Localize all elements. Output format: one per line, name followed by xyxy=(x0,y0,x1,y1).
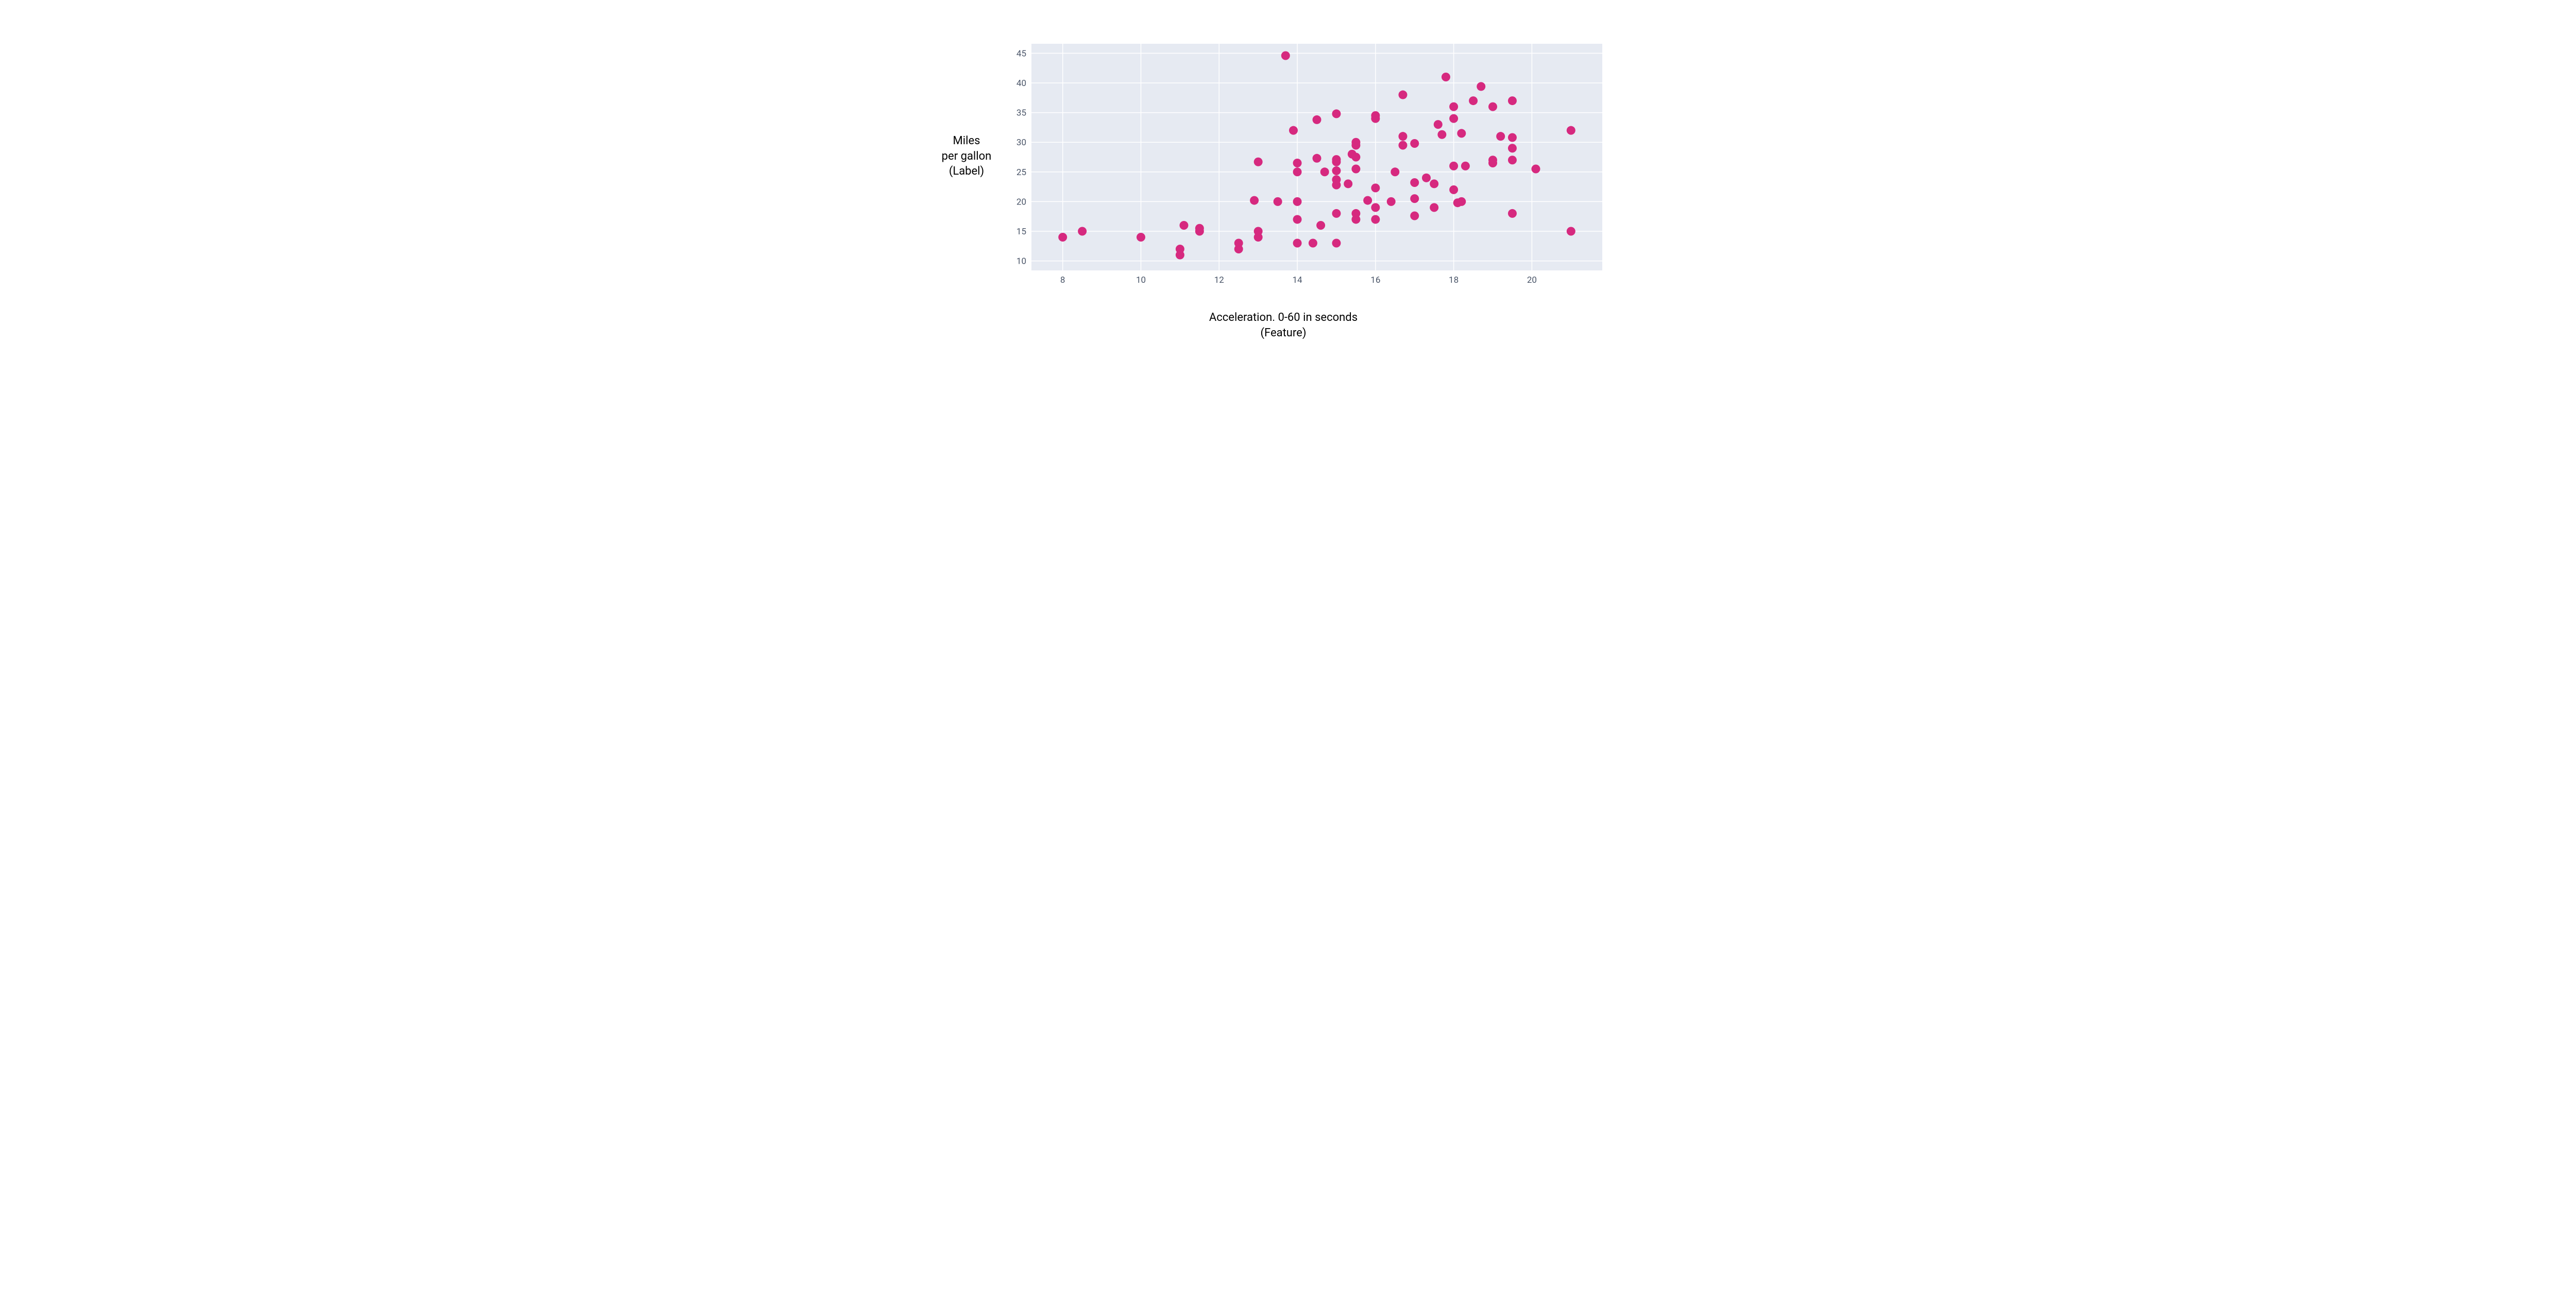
data-point xyxy=(1332,209,1341,218)
data-point xyxy=(1234,239,1243,248)
x-tick-label: 12 xyxy=(1214,275,1224,285)
ylabel-line2: per gallon xyxy=(942,150,992,163)
data-point xyxy=(1567,227,1575,235)
y-tick-label: 30 xyxy=(1016,138,1026,148)
data-point xyxy=(1531,165,1540,174)
data-point xyxy=(1398,132,1407,141)
data-point xyxy=(1442,73,1450,81)
x-tick-label: 14 xyxy=(1293,275,1303,285)
y-tick-label: 40 xyxy=(1016,78,1026,89)
data-point xyxy=(1293,239,1302,248)
data-point xyxy=(1281,52,1290,60)
data-point xyxy=(1320,167,1329,176)
data-point xyxy=(1293,167,1302,176)
xlabel-line1: Acceleration. 0-60 in seconds xyxy=(1209,311,1358,324)
ylabel-line1: Miles xyxy=(953,134,980,147)
y-tick-label: 25 xyxy=(1016,167,1026,178)
data-point xyxy=(1274,197,1282,206)
x-tick-label: 8 xyxy=(1060,275,1065,285)
data-point xyxy=(1410,212,1419,220)
data-point xyxy=(1289,126,1298,135)
data-point xyxy=(1508,156,1517,164)
data-point xyxy=(1398,141,1407,149)
data-point xyxy=(1496,132,1505,141)
data-point xyxy=(1434,120,1443,129)
y-tick-label: 15 xyxy=(1016,227,1026,237)
data-point xyxy=(1371,203,1380,212)
data-point xyxy=(1430,179,1438,188)
data-point xyxy=(1449,162,1458,170)
data-point xyxy=(1363,196,1372,205)
x-tick-label: 10 xyxy=(1136,275,1146,285)
data-point xyxy=(1422,174,1431,182)
x-tick-label: 18 xyxy=(1449,275,1459,285)
data-point xyxy=(1371,215,1380,224)
data-point xyxy=(1332,175,1341,184)
data-point xyxy=(1254,227,1263,235)
x-tick-label: 16 xyxy=(1370,275,1380,285)
data-point xyxy=(1293,197,1302,206)
data-point xyxy=(1195,224,1204,233)
data-point xyxy=(1332,155,1341,164)
data-point xyxy=(1351,153,1360,162)
data-point xyxy=(1508,133,1517,142)
data-point xyxy=(1351,165,1360,174)
data-point xyxy=(1477,82,1485,91)
data-point xyxy=(1391,167,1399,176)
data-point xyxy=(1410,139,1419,148)
y-tick-label: 35 xyxy=(1016,108,1026,118)
data-point xyxy=(1254,158,1263,166)
data-point xyxy=(1313,115,1321,124)
data-point xyxy=(1137,233,1145,242)
data-point xyxy=(1488,103,1497,111)
data-point xyxy=(1430,203,1438,212)
xlabel-line2: (Feature) xyxy=(1261,327,1307,339)
data-point xyxy=(1332,166,1341,175)
data-point xyxy=(1078,227,1087,235)
data-point xyxy=(1457,129,1466,138)
data-point xyxy=(1351,209,1360,218)
data-point xyxy=(1371,183,1380,192)
data-point xyxy=(1508,144,1517,152)
data-point xyxy=(1293,215,1302,224)
data-point xyxy=(1410,178,1419,187)
data-point xyxy=(1250,196,1259,205)
data-point xyxy=(1469,96,1478,105)
data-point xyxy=(1398,91,1407,99)
data-point xyxy=(1437,130,1446,139)
data-point xyxy=(1488,159,1497,167)
data-point xyxy=(1449,185,1458,194)
data-point xyxy=(1058,233,1067,242)
data-point xyxy=(1508,209,1517,218)
data-point xyxy=(1293,159,1302,167)
x-axis-label: Acceleration. 0-60 in seconds (Feature) xyxy=(1139,310,1428,340)
scatter-plot: 8 10 12 14 16 18 20 10 15 20 25 30 35 40 45 xyxy=(1013,44,1621,301)
chart-container: Miles per gallon (Label) Acceleration. 0… xyxy=(900,0,1676,371)
data-point xyxy=(1332,109,1341,118)
data-point xyxy=(1344,179,1352,188)
y-tick-label: 20 xyxy=(1016,197,1026,207)
data-point xyxy=(1371,111,1380,120)
data-point xyxy=(1567,126,1575,135)
data-point xyxy=(1508,96,1517,105)
x-tick-label: 20 xyxy=(1527,275,1537,285)
ylabel-line3: (Label) xyxy=(949,165,984,178)
data-point xyxy=(1457,197,1466,206)
y-axis-label: Miles per gallon (Label) xyxy=(923,133,1010,179)
data-point xyxy=(1461,162,1470,170)
data-point xyxy=(1316,221,1325,230)
data-point xyxy=(1351,138,1360,147)
data-point xyxy=(1332,239,1341,248)
data-point xyxy=(1387,197,1396,206)
y-tick-label: 45 xyxy=(1016,48,1026,59)
data-point xyxy=(1176,245,1184,253)
data-point xyxy=(1449,103,1458,111)
data-point xyxy=(1179,221,1188,230)
data-point xyxy=(1313,154,1321,163)
data-point xyxy=(1309,239,1317,248)
y-tick-label: 10 xyxy=(1016,257,1026,267)
data-point xyxy=(1449,114,1458,123)
data-point xyxy=(1410,194,1419,203)
